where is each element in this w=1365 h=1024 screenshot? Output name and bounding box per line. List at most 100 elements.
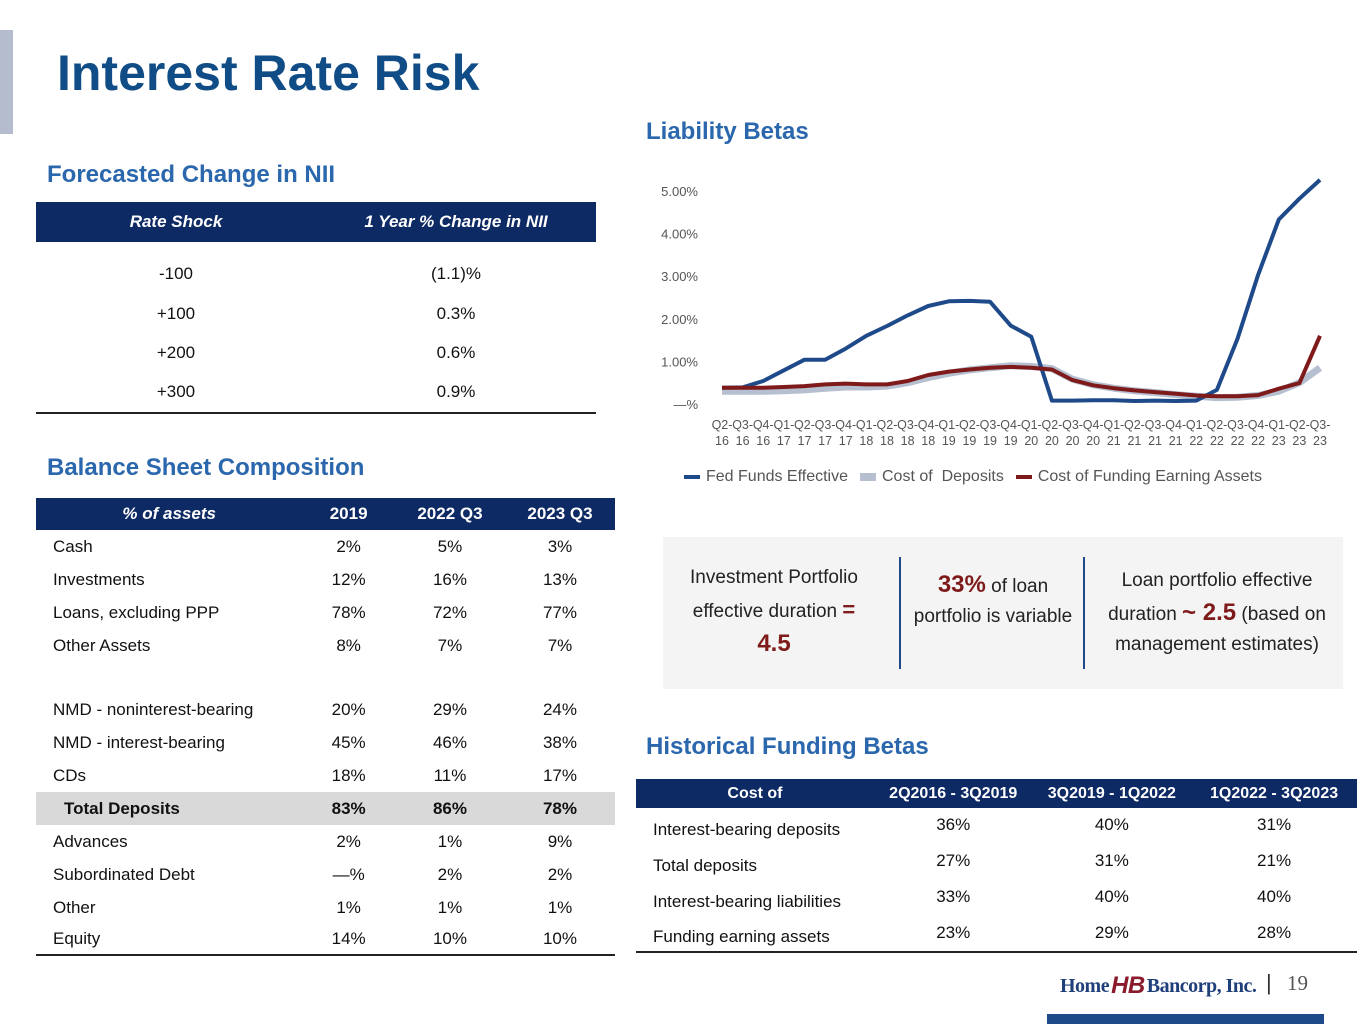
value-cell: 33%: [936, 887, 971, 906]
value-cell: 77%: [542, 602, 577, 622]
row-label: Total Deposits: [36, 792, 303, 825]
value-cell: 86%: [394, 792, 505, 825]
legend-label: Fed Funds Effective: [706, 468, 848, 485]
nii-header-rate-shock: Rate Shock: [36, 202, 316, 242]
header-pct-of-assets: % of assets: [36, 498, 303, 530]
header-period-3: 1Q2022 - 3Q2023: [1191, 779, 1357, 808]
company-logo: Home HB Bancorp, Inc.: [1060, 972, 1257, 1000]
value-cell: 28%: [1191, 916, 1357, 953]
footer-bar: [1047, 1014, 1324, 1024]
x-tick-label: Q3-19: [980, 418, 1001, 448]
value-cell: 10%: [504, 924, 615, 956]
legend-item-fed-funds: Fed Funds Effective: [684, 468, 848, 486]
footer-separator: |: [1266, 970, 1272, 995]
rate-shock-cell: +300: [36, 373, 316, 414]
value-cell: 24%: [542, 699, 577, 719]
value-cell: 36%: [936, 815, 971, 834]
variable-loans-value: 33%: [937, 571, 986, 598]
table-row: Other Assets 8% 7% 7%: [36, 629, 615, 662]
value-cell: 29%: [432, 699, 467, 719]
row-label: Funding earning assets: [636, 916, 874, 953]
table-row: Cash 2% 5% 3%: [36, 530, 615, 563]
table-row: +200 0.6%: [36, 334, 596, 374]
nii-change-cell: 0.9%: [316, 373, 596, 414]
value-cell: 31%: [1257, 815, 1292, 834]
x-tick-label: Q2-18: [877, 418, 898, 448]
variable-loans-text: of loan portfolio is variable: [913, 576, 1073, 627]
x-tick-label: Q3-23: [1310, 418, 1331, 448]
balance-sheet-section-title: Balance Sheet Composition: [47, 454, 365, 481]
funding-betas-table: Cost of 2Q2016 - 3Q2019 3Q2019 - 1Q2022 …: [636, 779, 1357, 953]
x-tick-label: Q2-21: [1124, 418, 1145, 448]
value-cell: 14%: [302, 924, 395, 956]
row-label: Other: [53, 897, 96, 917]
x-tick-label: Q4-22: [1248, 418, 1269, 448]
value-cell: 31%: [1094, 851, 1129, 870]
x-tick-label: Q4-21: [1165, 418, 1186, 448]
x-tick-label: Q4-16: [753, 418, 774, 448]
table-row: +100 0.3%: [36, 294, 596, 334]
x-tick-label: Q4-20: [1083, 418, 1104, 448]
liability-betas-title: Liability Betas: [646, 118, 809, 145]
row-label: Interest-bearing liabilities: [653, 892, 842, 911]
value-cell: —%: [332, 864, 365, 884]
chart-canvas: —%1.00%2.00%3.00%4.00%5.00%Q2-16Q3-16Q4-…: [661, 178, 1331, 448]
header-period-2: 3Q2019 - 1Q2022: [1032, 779, 1192, 808]
value-cell: 2%: [336, 536, 361, 556]
logo-text-bancorp: Bancorp, Inc.: [1146, 974, 1257, 997]
header-2023-q3: 2023 Q3: [504, 498, 615, 530]
series-line-fed-funds-effective: [721, 178, 1322, 403]
divider: [1083, 557, 1085, 669]
header-cost-of: Cost of: [636, 779, 874, 808]
x-tick-label: Q1-20: [1021, 418, 1042, 448]
value-cell: 23%: [873, 916, 1033, 953]
table-row: Interest-bearing deposits 36% 40% 31%: [636, 808, 1357, 844]
x-tick-label: Q2-23: [1289, 418, 1310, 448]
loan-duration-note: (based on management estimates): [1115, 604, 1326, 655]
value-cell: 78%: [504, 792, 615, 825]
value-cell: 13%: [542, 569, 577, 589]
equals-sign: =: [842, 596, 856, 622]
row-label: CDs: [53, 765, 87, 785]
row-label: Cash: [53, 536, 93, 556]
divider: [899, 557, 901, 669]
x-tick-label: Q2-22: [1206, 418, 1227, 448]
loan-duration-value: ~ 2.5: [1182, 599, 1237, 626]
x-tick-label: Q1-22: [1186, 418, 1207, 448]
x-tick-label: Q3-22: [1227, 418, 1248, 448]
row-label: NMD - interest-bearing: [53, 732, 225, 752]
x-tick-label: Q3-17: [815, 418, 836, 448]
x-tick-label: Q4-18: [918, 418, 939, 448]
info-callout-box: Investment Portfolio effective duration …: [663, 537, 1343, 689]
value-cell: 16%: [432, 569, 467, 589]
x-tick-label: Q3-20: [1062, 418, 1083, 448]
value-cell: 40%: [1094, 887, 1129, 906]
nii-table: Rate Shock 1 Year % Change in NII -100 (…: [36, 202, 596, 414]
y-tick-label: 5.00%: [661, 184, 698, 199]
row-label: NMD - noninterest-bearing: [53, 699, 254, 719]
value-cell: 8%: [336, 635, 361, 655]
x-tick-label: Q1-23: [1268, 418, 1289, 448]
table-row: NMD - noninterest-bearing 20% 29% 24%: [36, 693, 615, 726]
table-row: Loans, excluding PPP 78% 72% 77%: [36, 596, 615, 629]
funding-betas-title: Historical Funding Betas: [646, 733, 929, 760]
nii-header-change: 1 Year % Change in NII: [316, 202, 596, 242]
chart-legend: Fed Funds Effective Cost of Deposits Cos…: [684, 468, 1262, 486]
table-row: Funding earning assets 23% 29% 28%: [636, 916, 1357, 953]
x-tick-label: Q4-19: [1000, 418, 1021, 448]
value-cell: 7%: [437, 635, 463, 655]
rate-shock-cell: +100: [156, 303, 196, 323]
value-cell: 3%: [547, 536, 573, 556]
rate-shock-cell: +200: [156, 343, 196, 363]
x-tick-label: Q1-17: [773, 418, 794, 448]
page-number: 19: [1287, 971, 1308, 995]
value-cell: 12%: [331, 569, 366, 589]
series-line-cost-of-deposits: [722, 362, 1323, 402]
total-deposits-row: Total Deposits 83% 86% 78%: [36, 792, 615, 825]
table-row: Other 1% 1% 1%: [36, 891, 615, 924]
value-cell: 72%: [432, 602, 467, 622]
value-cell: 40%: [1094, 815, 1129, 834]
accent-bar: [0, 30, 13, 134]
nii-section-title: Forecasted Change in NII: [47, 161, 336, 188]
x-tick-label: Q4-17: [835, 418, 856, 448]
